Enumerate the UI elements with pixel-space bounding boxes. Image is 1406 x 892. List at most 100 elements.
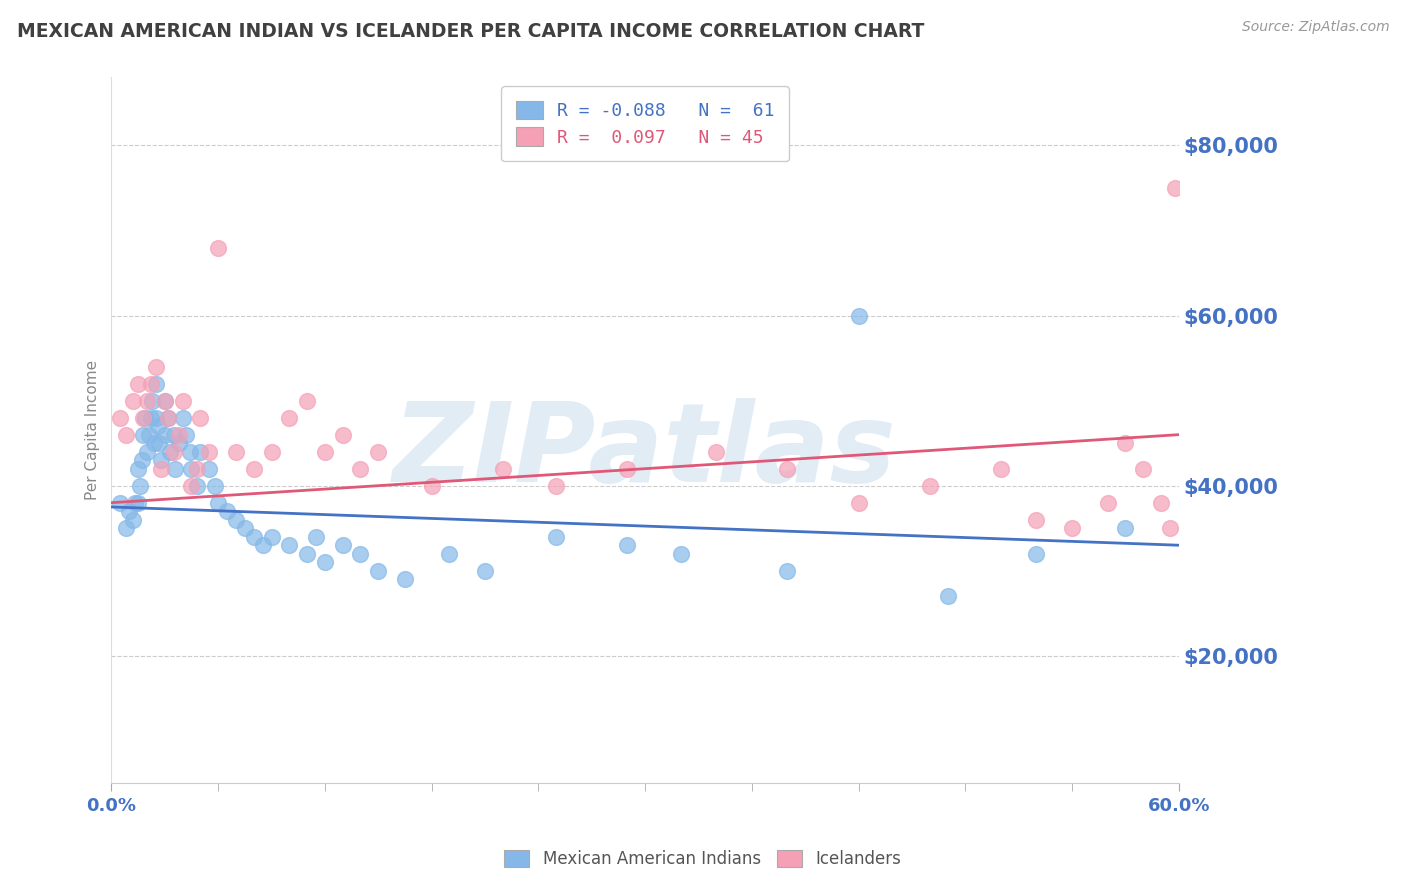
Point xyxy=(233,521,256,535)
Point xyxy=(260,530,283,544)
Point xyxy=(207,496,229,510)
Point xyxy=(848,309,870,323)
Point xyxy=(305,530,328,544)
Point xyxy=(278,538,301,552)
Point xyxy=(349,461,371,475)
Point xyxy=(167,427,190,442)
Point xyxy=(190,444,212,458)
Point xyxy=(186,478,208,492)
Point xyxy=(145,359,167,374)
Point xyxy=(349,547,371,561)
Point xyxy=(180,461,202,475)
Point xyxy=(367,444,389,458)
Text: ZIPatlas: ZIPatlas xyxy=(394,398,897,505)
Point xyxy=(157,410,180,425)
Point xyxy=(242,530,264,544)
Point xyxy=(136,393,159,408)
Point xyxy=(159,444,181,458)
Point xyxy=(186,461,208,475)
Point xyxy=(114,427,136,442)
Text: MEXICAN AMERICAN INDIAN VS ICELANDER PER CAPITA INCOME CORRELATION CHART: MEXICAN AMERICAN INDIAN VS ICELANDER PER… xyxy=(17,22,924,41)
Point xyxy=(110,410,132,425)
Point xyxy=(314,444,336,458)
Point xyxy=(139,376,162,391)
Point xyxy=(439,547,461,561)
Point xyxy=(136,444,159,458)
Point xyxy=(367,564,389,578)
Y-axis label: Per Capita Income: Per Capita Income xyxy=(86,360,100,500)
Point xyxy=(1060,521,1083,535)
Point xyxy=(776,564,799,578)
Point xyxy=(165,461,187,475)
Point xyxy=(314,555,336,569)
Point xyxy=(132,410,155,425)
Point xyxy=(1114,521,1136,535)
Point xyxy=(110,496,132,510)
Point xyxy=(1132,461,1154,475)
Point xyxy=(132,427,155,442)
Point xyxy=(225,513,247,527)
Point xyxy=(167,436,190,450)
Point xyxy=(153,427,176,442)
Point xyxy=(146,419,169,434)
Point xyxy=(1097,496,1119,510)
Point xyxy=(114,521,136,535)
Point xyxy=(616,538,638,552)
Point xyxy=(215,504,238,518)
Point xyxy=(546,530,568,544)
Point xyxy=(1025,513,1047,527)
Point xyxy=(546,478,568,492)
Point xyxy=(145,376,167,391)
Point xyxy=(179,444,201,458)
Point xyxy=(121,513,143,527)
Point xyxy=(180,478,202,492)
Point xyxy=(127,496,149,510)
Point xyxy=(124,496,146,510)
Point xyxy=(143,436,166,450)
Point xyxy=(172,393,194,408)
Point xyxy=(139,410,162,425)
Point xyxy=(474,564,496,578)
Point xyxy=(131,453,153,467)
Point xyxy=(145,410,167,425)
Point xyxy=(157,410,180,425)
Point xyxy=(198,461,221,475)
Point xyxy=(242,461,264,475)
Point xyxy=(936,589,959,603)
Point xyxy=(295,547,318,561)
Point xyxy=(150,453,173,467)
Point xyxy=(127,376,149,391)
Point xyxy=(260,444,283,458)
Point xyxy=(295,393,318,408)
Point xyxy=(420,478,443,492)
Point xyxy=(127,461,149,475)
Point xyxy=(252,538,274,552)
Point xyxy=(207,241,229,255)
Point xyxy=(172,410,194,425)
Point xyxy=(1114,436,1136,450)
Point xyxy=(148,436,170,450)
Point xyxy=(990,461,1012,475)
Point xyxy=(1164,181,1187,195)
Text: Source: ZipAtlas.com: Source: ZipAtlas.com xyxy=(1241,20,1389,34)
Point xyxy=(118,504,141,518)
Point xyxy=(848,496,870,510)
Point xyxy=(198,444,221,458)
Point xyxy=(332,538,354,552)
Point xyxy=(616,461,638,475)
Point xyxy=(150,461,173,475)
Point xyxy=(174,427,197,442)
Point xyxy=(704,444,727,458)
Legend: Mexican American Indians, Icelanders: Mexican American Indians, Icelanders xyxy=(498,843,908,875)
Point xyxy=(1025,547,1047,561)
Point xyxy=(153,393,176,408)
Legend: R = -0.088   N =  61, R =  0.097   N = 45: R = -0.088 N = 61, R = 0.097 N = 45 xyxy=(501,87,789,161)
Point xyxy=(1150,496,1173,510)
Point xyxy=(394,572,416,586)
Point xyxy=(128,478,150,492)
Point xyxy=(121,393,143,408)
Point xyxy=(204,478,226,492)
Point xyxy=(918,478,941,492)
Point xyxy=(163,444,186,458)
Point xyxy=(134,410,156,425)
